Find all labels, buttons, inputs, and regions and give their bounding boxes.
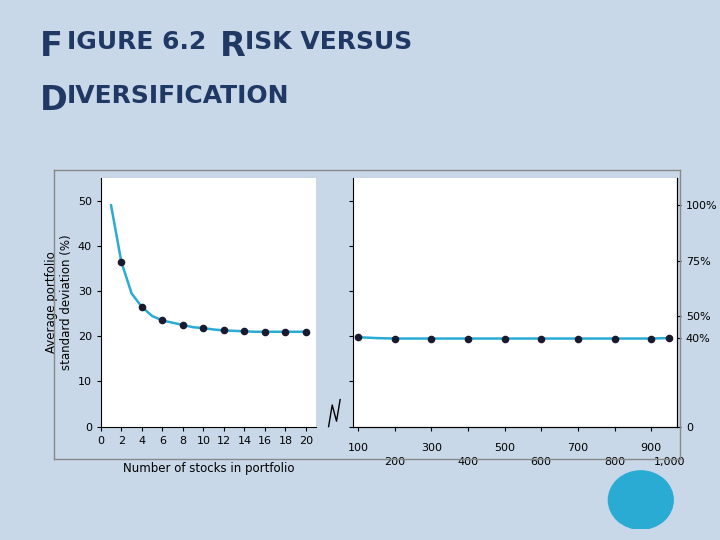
Y-axis label: Average portfolio
standard deviation (%): Average portfolio standard deviation (%): [45, 234, 73, 370]
Text: R: R: [220, 30, 246, 63]
Point: [426, 334, 437, 343]
Text: 500: 500: [494, 443, 515, 453]
Text: ISK VERSUS: ISK VERSUS: [245, 30, 412, 53]
Point: [536, 334, 547, 343]
Text: 700: 700: [567, 443, 588, 453]
Text: 900: 900: [641, 443, 662, 453]
Point: [279, 327, 291, 336]
Point: [462, 334, 474, 343]
Point: [499, 334, 510, 343]
Point: [352, 333, 364, 341]
Text: D: D: [40, 84, 68, 117]
Text: 600: 600: [531, 457, 552, 467]
Point: [572, 334, 584, 343]
Text: F: F: [40, 30, 63, 63]
Text: 200: 200: [384, 457, 405, 467]
Text: 800: 800: [604, 457, 625, 467]
Text: 100: 100: [348, 443, 369, 453]
Point: [664, 334, 675, 342]
Text: 300: 300: [420, 443, 442, 453]
Point: [238, 327, 250, 336]
Text: IGURE 6.2: IGURE 6.2: [67, 30, 206, 53]
Point: [197, 324, 209, 333]
Point: [300, 327, 312, 336]
Point: [177, 321, 189, 329]
Text: IVERSIFICATION: IVERSIFICATION: [67, 84, 289, 107]
Text: 1,000: 1,000: [654, 457, 685, 467]
Point: [115, 258, 127, 266]
Point: [156, 316, 168, 325]
Point: [389, 334, 400, 343]
Circle shape: [608, 471, 673, 529]
Point: [136, 302, 148, 311]
Point: [608, 334, 620, 343]
Text: 400: 400: [457, 457, 479, 467]
Point: [218, 326, 230, 335]
Point: [645, 334, 657, 343]
Text: Number of stocks in portfolio: Number of stocks in portfolio: [123, 462, 294, 475]
Point: [259, 327, 271, 336]
